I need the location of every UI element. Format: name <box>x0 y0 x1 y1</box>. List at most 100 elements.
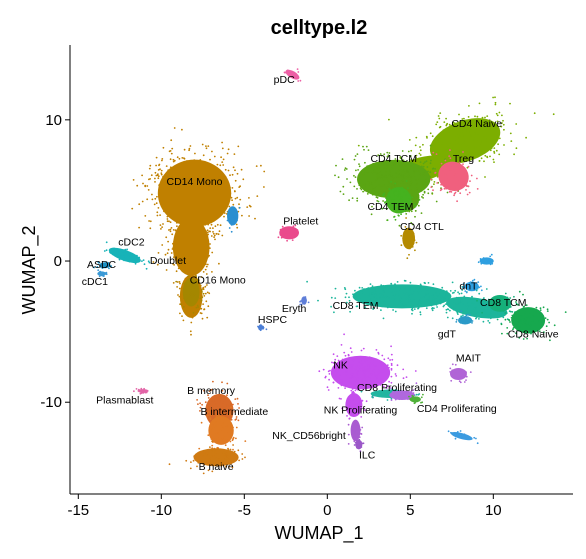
cell-point <box>459 182 462 185</box>
cell-point <box>211 421 213 423</box>
cell-point <box>433 183 435 186</box>
cell-point <box>143 263 146 266</box>
cell-point <box>385 190 388 193</box>
cell-point <box>448 181 451 183</box>
cell-point <box>427 170 429 173</box>
cell-point <box>449 309 451 312</box>
cell-point <box>211 444 214 447</box>
cell-point <box>227 449 230 451</box>
cell-point <box>513 312 516 315</box>
cell-point <box>221 197 224 200</box>
cell-point <box>517 311 520 314</box>
cell-point <box>435 161 438 164</box>
cell-point <box>198 167 201 170</box>
cell-point <box>390 362 393 365</box>
cell-point <box>141 200 144 203</box>
cell-point <box>459 148 461 151</box>
cell-point <box>205 147 208 150</box>
cell-point <box>365 145 368 148</box>
cell-point <box>178 287 181 290</box>
cell-point <box>419 188 422 191</box>
cell-point <box>467 308 469 310</box>
cell-point <box>462 282 465 285</box>
cell-point <box>176 286 179 288</box>
cell-point <box>200 456 202 459</box>
cell-point <box>199 402 202 405</box>
cell-point <box>468 128 470 131</box>
cell-point <box>197 210 199 213</box>
cell-point <box>490 253 493 256</box>
cell-point <box>192 282 195 285</box>
cell-point <box>460 371 463 374</box>
cell-point <box>478 102 481 105</box>
cell-point <box>465 371 467 373</box>
cell-point <box>487 320 490 322</box>
cell-point <box>186 305 189 307</box>
cell-point <box>521 315 524 317</box>
cell-point <box>227 212 230 215</box>
cell-point <box>380 363 382 366</box>
cell-point <box>204 268 207 271</box>
cell-point <box>413 299 416 302</box>
cell-point <box>221 427 224 430</box>
cell-point <box>220 452 223 454</box>
cell-point <box>391 199 393 202</box>
cell-point <box>399 173 402 176</box>
cell-point <box>175 167 178 170</box>
cell-point <box>467 302 469 304</box>
cell-point <box>429 162 432 165</box>
cell-point <box>296 68 299 70</box>
cell-point <box>456 311 459 314</box>
cell-point <box>217 174 220 176</box>
cell-point <box>377 177 380 180</box>
cell-point <box>181 179 184 181</box>
cell-point <box>207 457 209 460</box>
cell-point <box>394 194 397 197</box>
cluster-label: CD8 Naive <box>508 328 559 340</box>
cell-point <box>168 183 171 186</box>
cell-point <box>370 213 373 216</box>
cell-point <box>215 172 218 175</box>
cell-point <box>198 268 201 270</box>
cell-point <box>191 193 194 196</box>
cell-point <box>480 289 483 292</box>
cell-point <box>469 298 471 300</box>
cell-point <box>474 305 477 308</box>
cell-point <box>199 295 202 297</box>
cell-point <box>420 181 423 184</box>
cell-point <box>358 184 361 187</box>
cell-point <box>356 440 358 442</box>
cell-point <box>187 216 189 219</box>
cell-point <box>494 130 496 132</box>
cell-point <box>440 133 442 135</box>
cell-point <box>118 249 121 252</box>
cell-point <box>182 263 185 266</box>
cell-point <box>173 199 176 202</box>
cell-point <box>490 147 493 150</box>
cell-point <box>504 318 507 321</box>
cell-point <box>473 127 476 130</box>
cell-point <box>187 258 190 261</box>
cell-point <box>204 188 207 191</box>
cell-point <box>402 170 405 173</box>
cell-point <box>237 145 240 148</box>
cell-point <box>453 136 456 139</box>
cell-point <box>411 196 413 199</box>
cell-point <box>151 198 154 201</box>
cell-point <box>354 389 357 392</box>
cell-point <box>473 307 476 310</box>
cell-point <box>535 325 537 328</box>
cell-point <box>345 301 348 304</box>
cell-point <box>465 139 468 142</box>
cell-point <box>434 298 437 300</box>
cell-point <box>164 209 167 212</box>
cell-point <box>248 197 250 199</box>
cell-point <box>412 397 414 400</box>
cell-point <box>353 376 356 379</box>
cell-point <box>394 283 396 286</box>
cell-point <box>230 418 233 421</box>
cell-point <box>375 179 377 182</box>
cell-point <box>289 233 292 236</box>
cell-point <box>141 174 144 177</box>
